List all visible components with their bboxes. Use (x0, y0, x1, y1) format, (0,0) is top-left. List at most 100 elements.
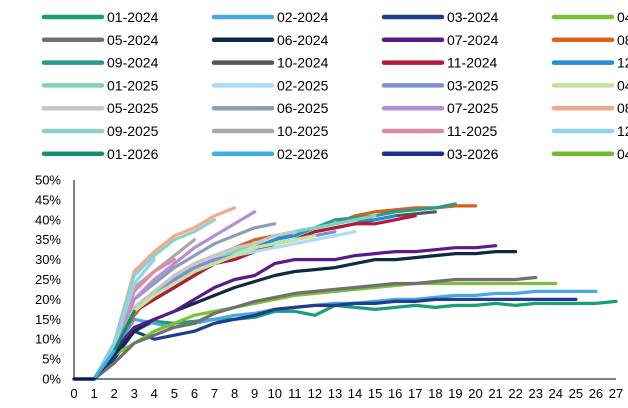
legend-item: 03-2025 (381, 77, 499, 93)
legend-label: 12-2024 (617, 55, 628, 71)
legend-item: 08-2024 (551, 32, 628, 48)
legend-label: 03-2024 (447, 9, 499, 25)
legend-item: 09-2025 (41, 123, 159, 139)
y-axis-tick-labels: 0% 5% 10% 15% 20% 25% 30% 35% 40% 45% 50% (35, 173, 61, 387)
legend-item: 06-2025 (211, 100, 329, 116)
legend-label: 10-2025 (277, 123, 329, 139)
y-tick-label: 35% (35, 232, 61, 247)
series-line-05-2024 (72, 275, 538, 381)
y-tick-label: 5% (42, 352, 61, 367)
x-tick-label: 26 (589, 386, 603, 401)
x-tick-label: 25 (569, 386, 583, 401)
x-tick-label: 19 (448, 386, 462, 401)
x-tick-label: 0 (70, 386, 77, 401)
x-tick-label: 15 (368, 386, 382, 401)
legend-label: 04-2026 (617, 146, 628, 162)
legend-item: 10-2025 (211, 123, 329, 139)
legend-label: 08-2025 (617, 100, 628, 116)
legend-label: 07-2025 (447, 100, 499, 116)
legend-item: 07-2024 (381, 32, 499, 48)
x-tick-label: 1 (90, 386, 97, 401)
x-tick-label: 10 (268, 386, 282, 401)
y-tick-label: 20% (35, 292, 61, 307)
legend-label: 03-2026 (447, 146, 499, 162)
legend-item: 04-2026 (551, 146, 628, 162)
legend-label: 07-2024 (447, 32, 499, 48)
legend-item: 12-2025 (551, 123, 628, 139)
legend-label: 04-2024 (617, 9, 628, 25)
x-tick-label: 18 (428, 386, 442, 401)
legend-label: 01-2026 (107, 146, 159, 162)
legend-label: 02-2026 (277, 146, 329, 162)
legend-item: 01-2025 (41, 77, 159, 93)
x-tick-label: 23 (528, 386, 542, 401)
legend-label: 06-2024 (277, 32, 329, 48)
legend-label: 08-2024 (617, 32, 628, 48)
legend-label: 03-2025 (447, 77, 499, 93)
x-tick-label: 8 (231, 386, 238, 401)
legend-item: 10-2024 (211, 55, 329, 71)
legend-label: 02-2024 (277, 9, 329, 25)
legend-label: 09-2024 (107, 55, 159, 71)
y-tick-label: 40% (35, 212, 61, 227)
y-tick-label: 45% (35, 192, 61, 207)
legend-label: 01-2025 (107, 77, 159, 93)
x-tick-label: 6 (191, 386, 198, 401)
legend-label: 12-2025 (617, 123, 628, 139)
y-tick-label: 25% (35, 272, 61, 287)
x-tick-label: 21 (488, 386, 502, 401)
legend-item: 05-2025 (41, 100, 159, 116)
series-line-02-2024 (72, 289, 598, 381)
legend-item: 01-2026 (41, 146, 159, 162)
x-tick-label: 24 (549, 386, 563, 401)
series-lines (72, 202, 618, 381)
legend-item: 04-2025 (551, 77, 628, 93)
legend-item: 04-2024 (551, 9, 628, 25)
legend-label: 05-2025 (107, 100, 159, 116)
x-axis-tick-labels: 0 1 2 3 4 5 6 7 8 9 10 11 12 13 14 15 16 17 18 19 20 21 22 23 24… (70, 386, 623, 401)
legend-item: 02-2025 (211, 77, 329, 93)
series-line-11-2024 (72, 214, 417, 381)
x-tick-label: 13 (328, 386, 342, 401)
x-tick-label: 16 (388, 386, 402, 401)
x-tick-label: 3 (131, 386, 138, 401)
legend-item: 08-2025 (551, 100, 628, 116)
x-tick-label: 14 (348, 386, 362, 401)
legend-item: 11-2025 (381, 123, 498, 139)
y-tick-label: 30% (35, 252, 61, 267)
legend-label: 09-2025 (107, 123, 159, 139)
chart-legend: 01-2024 02-2024 03-2024 04-2024 05-2024 06-20… (41, 9, 628, 162)
x-tick-label: 12 (308, 386, 322, 401)
legend-item: 09-2024 (41, 55, 159, 71)
x-tick-label: 17 (408, 386, 422, 401)
legend-label: 02-2025 (277, 77, 329, 93)
legend-item: 07-2025 (381, 100, 499, 116)
x-tick-label: 22 (508, 386, 522, 401)
x-tick-label: 11 (288, 386, 302, 401)
x-tick-label: 9 (251, 386, 258, 401)
legend-label: 10-2024 (277, 55, 329, 71)
x-tick-label: 20 (468, 386, 482, 401)
y-tick-label: 0% (42, 372, 61, 387)
series-line-04-2024 (72, 281, 558, 381)
legend-item: 06-2024 (211, 32, 329, 48)
x-tick-label: 27 (609, 386, 623, 401)
legend-item: 03-2024 (381, 9, 499, 25)
x-tick-label: 7 (211, 386, 218, 401)
plot-area: 0 1 2 3 4 5 6 7 8 9 10 11 12 13 14 15 16 17 18 19 20 21 22 23 24… (35, 173, 623, 402)
legend-item: 03-2026 (381, 146, 499, 162)
legend-label: 11-2025 (447, 123, 498, 139)
series-line-07-2024 (72, 244, 498, 381)
legend-label: 04-2025 (617, 77, 628, 93)
legend-item: 11-2024 (381, 55, 498, 71)
y-tick-label: 50% (35, 173, 61, 188)
x-tick-label: 2 (111, 386, 118, 401)
legend-label: 06-2025 (277, 100, 329, 116)
series-line-03-2024 (72, 297, 578, 381)
legend-item: 01-2024 (41, 9, 159, 25)
legend-label: 01-2024 (107, 9, 159, 25)
x-tick-label: 5 (171, 386, 178, 401)
x-tick-label: 4 (151, 386, 158, 401)
y-tick-label: 10% (35, 332, 61, 347)
